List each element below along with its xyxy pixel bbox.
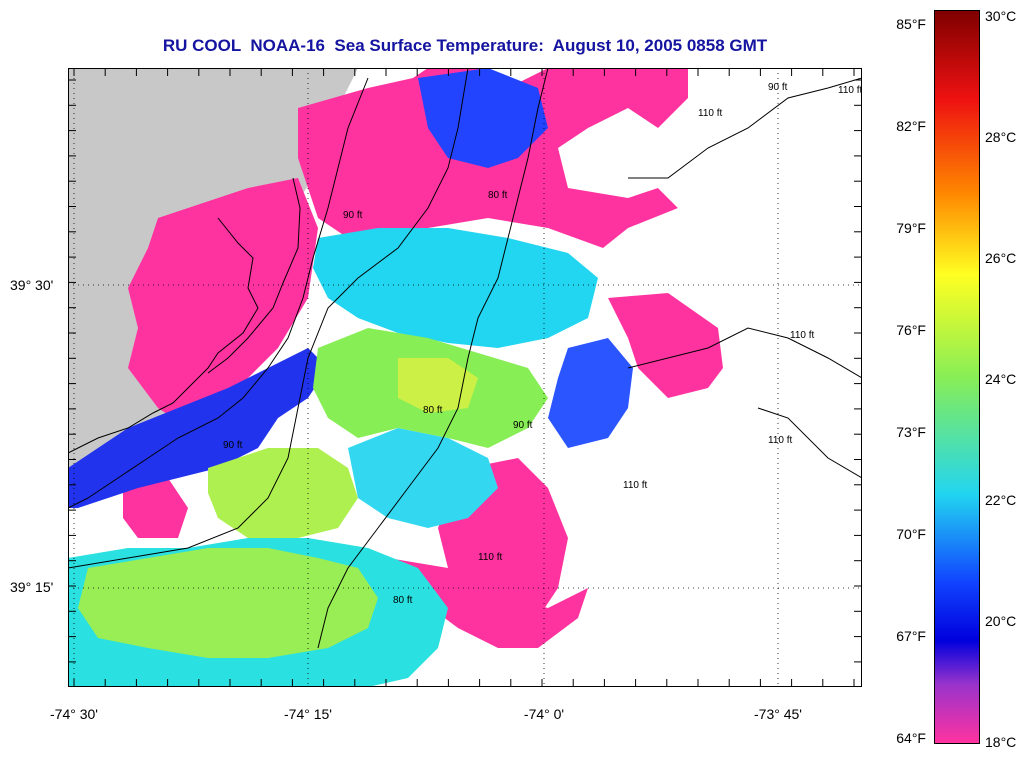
depth-contour-east — [627, 327, 862, 379]
colorbar-fahrenheit-label: 70°F — [896, 526, 926, 542]
sst-map-canvas: 110 ft 90 ft 80 ft 90 ft 80 ft 90 ft 90 … — [68, 68, 862, 687]
cloud-east — [568, 88, 862, 687]
contour-label: 110 ft — [838, 85, 862, 96]
colorbar-fahrenheit-label: 64°F — [896, 730, 926, 746]
colorbar-celsius-label: 26°C — [985, 250, 1017, 266]
temperature-colorbar — [934, 10, 980, 744]
contour-labels: 110 ft 90 ft 80 ft 90 ft 80 ft 90 ft 90 … — [223, 82, 862, 606]
lat-label: 39° 15' — [10, 579, 54, 595]
coastline-inner — [207, 177, 301, 374]
colorbar-fahrenheit-label: 73°F — [896, 424, 926, 440]
map-border — [68, 68, 862, 687]
lat-label: 39° 30' — [10, 277, 54, 293]
cyan-water-central — [348, 428, 498, 528]
contour-label: 90 ft — [223, 440, 243, 451]
contour-label: 110 ft — [698, 108, 722, 119]
cold-water-coast — [128, 178, 318, 428]
colorbar-fahrenheit-label: 82°F — [896, 118, 926, 134]
depth-contour-shelf — [628, 77, 862, 179]
contour-label: 110 ft — [790, 330, 814, 341]
colorbar-celsius-label: 22°C — [985, 492, 1017, 508]
colorbar-celsius-label: 20°C — [985, 613, 1017, 629]
sst-map: 110 ft 90 ft 80 ft 90 ft 80 ft 90 ft 90 … — [68, 68, 862, 687]
colorbar-celsius-label: 30°C — [985, 8, 1017, 24]
cold-water-south — [388, 558, 588, 648]
contour-label: 110 ft — [623, 480, 647, 491]
contour-label: 110 ft — [478, 552, 502, 563]
contour-label: 90 ft — [343, 210, 363, 221]
cool-blue-north — [418, 68, 548, 168]
contour-label: 80 ft — [423, 405, 443, 416]
lon-label: -73° 45' — [754, 706, 802, 722]
colorbar-fahrenheit-label: 79°F — [896, 220, 926, 236]
cool-blue-east — [548, 338, 633, 448]
colorbar-fahrenheit-label: 76°F — [896, 322, 926, 338]
contour-label: 90 ft — [768, 82, 788, 93]
graticule — [68, 68, 862, 687]
depth-contour-110ft — [317, 68, 549, 649]
contour-label: 90 ft — [513, 420, 533, 431]
axis-ticks — [68, 68, 862, 687]
coastline — [68, 217, 259, 454]
depth-contour-se — [757, 407, 862, 479]
depth-contour-90ft — [68, 77, 369, 509]
colorbar-gradient — [935, 11, 979, 743]
sst-layer — [68, 68, 862, 687]
colorbar-celsius-label: 28°C — [985, 129, 1017, 145]
cold-water-east — [608, 293, 723, 398]
contour-label: 110 ft — [768, 435, 792, 446]
lon-label: -74° 15' — [284, 706, 332, 722]
warm-water-core — [398, 358, 478, 413]
contour-label: 80 ft — [488, 190, 508, 201]
warm-water-south — [78, 548, 378, 658]
colorbar-fahrenheit-label: 67°F — [896, 628, 926, 644]
warm-water-mid — [208, 448, 358, 538]
lon-label: -74° 30' — [50, 706, 98, 722]
contour-label: 80 ft — [393, 595, 413, 606]
cold-water-west-patch — [123, 478, 188, 538]
map-title: RU COOL NOAA-16 Sea Surface Temperature:… — [162, 36, 768, 55]
colorbar-fahrenheit-label: 85°F — [896, 16, 926, 32]
coastline-contours — [68, 68, 862, 649]
lon-label: -74° 0' — [523, 706, 565, 722]
colorbar-celsius-label: 18°C — [985, 734, 1017, 750]
colorbar-celsius-label: 24°C — [985, 371, 1017, 387]
